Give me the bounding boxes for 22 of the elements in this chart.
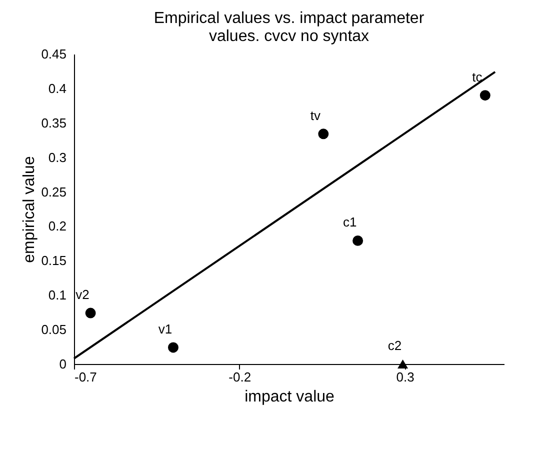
chart-title: Empirical values vs. impact parameter values. cvcv no syntax	[154, 10, 425, 45]
y-tick-label: 0.35	[41, 115, 66, 130]
x-tick-label: -0.2	[228, 370, 252, 384]
y-tick-label: 0.3	[48, 150, 66, 165]
y-tick-label: 0.25	[41, 184, 66, 200]
y-tick-label: 0	[59, 356, 66, 372]
y-axis-title: empirical value	[21, 156, 38, 263]
y-tick-label: 0.4	[48, 80, 66, 96]
series-label: c2	[388, 338, 402, 353]
x-tick-label: 0.3	[396, 370, 414, 384]
series-label: c1	[342, 214, 357, 230]
y-tick-label: 0.1	[48, 288, 66, 303]
y-tick-label: 0.15	[41, 253, 66, 268]
y-tick-label: 0.45	[41, 46, 66, 62]
x-axis-title: impact value	[244, 388, 335, 406]
series-label: v1	[158, 321, 172, 336]
series-label: tv	[310, 108, 321, 123]
series-label: v2	[76, 287, 90, 302]
x-tick-label: -0.7	[74, 370, 97, 384]
series-label: tc	[472, 69, 483, 84]
y-tick-label: 0.05	[41, 322, 66, 338]
y-tick-label: 0.2	[48, 218, 66, 234]
